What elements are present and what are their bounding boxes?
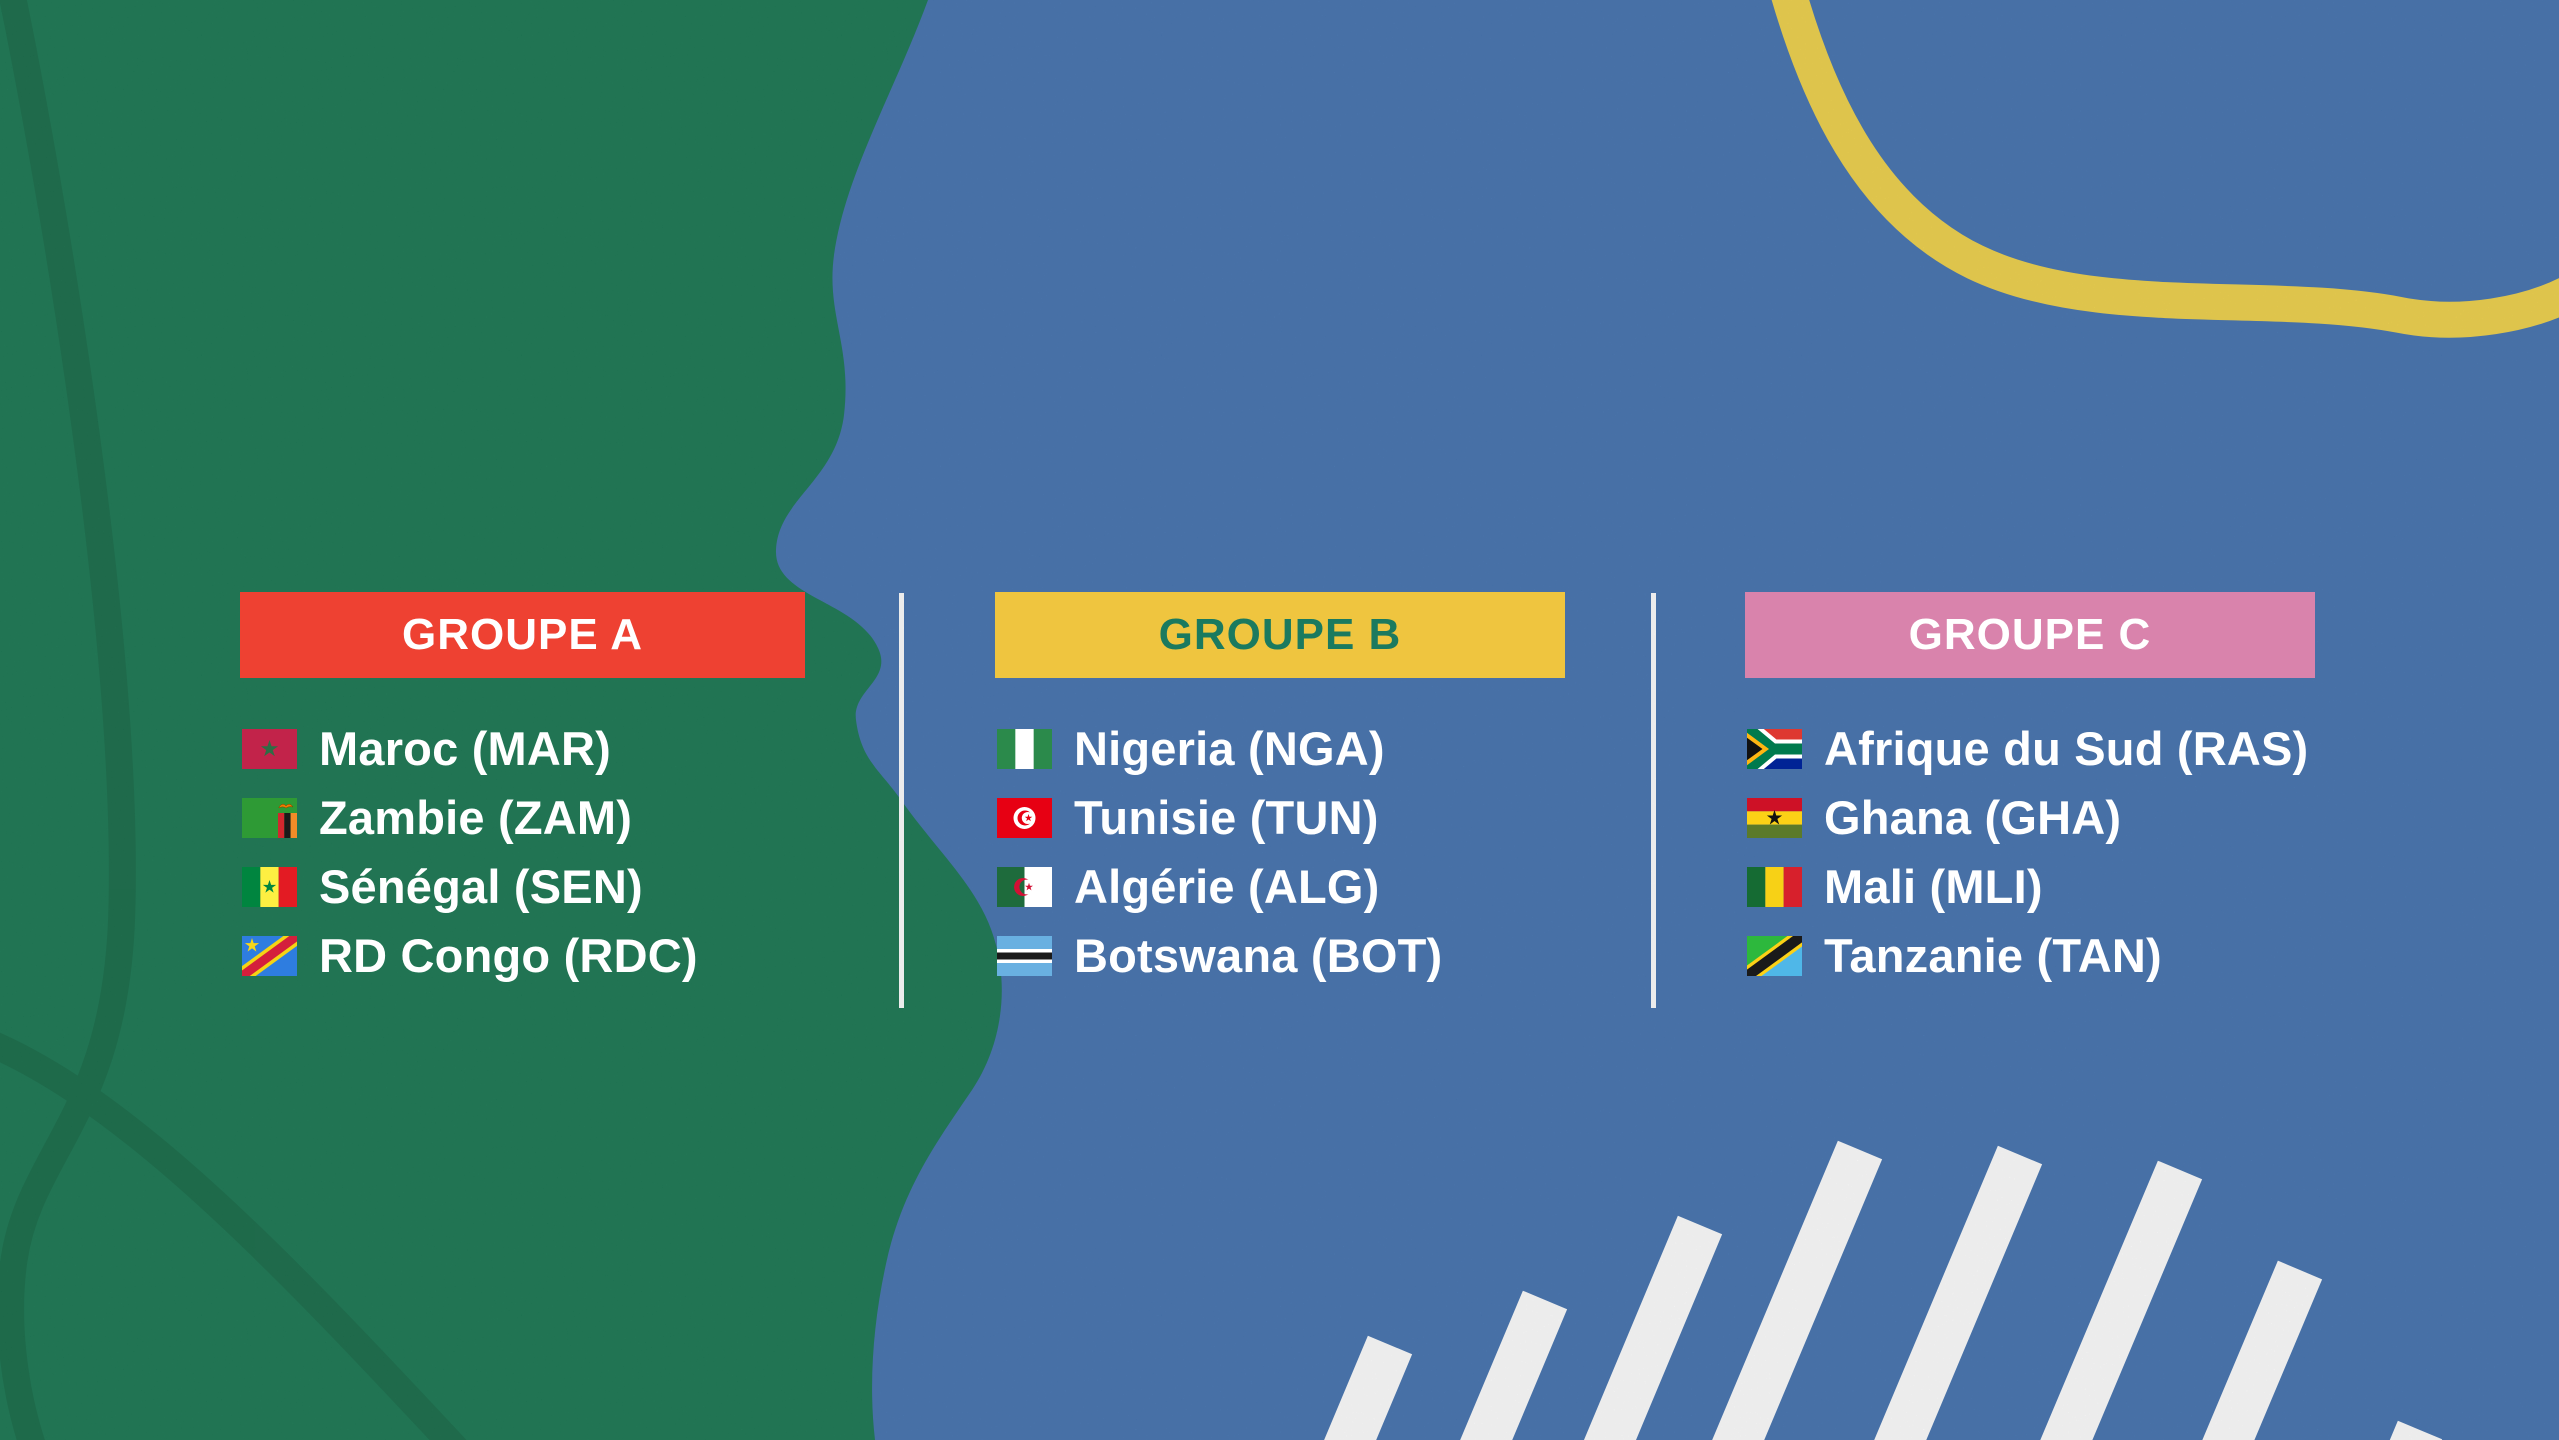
team-row: RD Congo (RDC) bbox=[240, 921, 805, 990]
team-name: Sénégal (SEN) bbox=[319, 860, 643, 913]
group-panel-a: GROUPE A Maroc (MAR) Zambie (ZAM) Sénéga… bbox=[240, 592, 805, 990]
group-c-header: GROUPE C bbox=[1745, 592, 2315, 678]
south-africa-flag-icon bbox=[1747, 729, 1802, 769]
team-name: Zambie (ZAM) bbox=[319, 791, 633, 844]
team-row: Afrique du Sud (RAS) bbox=[1745, 714, 2315, 783]
tunisia-flag-icon bbox=[997, 797, 1052, 838]
group-b-header-label: GROUPE B bbox=[1158, 610, 1402, 659]
botswana-flag-icon bbox=[997, 935, 1052, 976]
group-a-team-list: Maroc (MAR) Zambie (ZAM) Sénégal (SEN) R… bbox=[240, 714, 805, 990]
team-row: Tanzanie (TAN) bbox=[1745, 921, 2315, 990]
group-panel-c: GROUPE C Afrique du Sud (RAS) Ghana (GHA… bbox=[1745, 592, 2315, 990]
nigeria-flag-icon bbox=[997, 728, 1052, 769]
team-name: Ghana (GHA) bbox=[1824, 791, 2122, 844]
tanzania-flag-icon bbox=[1747, 936, 1802, 976]
zambia-flag-icon bbox=[242, 797, 297, 838]
team-name: Afrique du Sud (RAS) bbox=[1824, 722, 2309, 775]
senegal-flag-icon bbox=[242, 866, 297, 907]
team-row: Zambie (ZAM) bbox=[240, 783, 805, 852]
group-b-header: GROUPE B bbox=[995, 592, 1565, 678]
team-name: Maroc (MAR) bbox=[319, 722, 612, 775]
mali-flag-icon bbox=[1747, 866, 1802, 907]
team-row: Maroc (MAR) bbox=[240, 714, 805, 783]
morocco-flag-icon bbox=[242, 728, 297, 769]
group-c-header-label: GROUPE C bbox=[1908, 610, 2152, 659]
team-row: Sénégal (SEN) bbox=[240, 852, 805, 921]
team-name: Nigeria (NGA) bbox=[1074, 722, 1385, 775]
algeria-flag-icon bbox=[997, 867, 1052, 907]
team-row: Ghana (GHA) bbox=[1745, 783, 2315, 852]
team-row: Mali (MLI) bbox=[1745, 852, 2315, 921]
team-row: Nigeria (NGA) bbox=[995, 714, 1565, 783]
team-name: Algérie (ALG) bbox=[1074, 860, 1380, 913]
dr-congo-flag-icon bbox=[242, 936, 297, 976]
group-a-header: GROUPE A bbox=[240, 592, 805, 678]
team-row: Tunisie (TUN) bbox=[995, 783, 1565, 852]
group-c-team-list: Afrique du Sud (RAS) Ghana (GHA) Mali (M… bbox=[1745, 714, 2315, 990]
team-name: Botswana (BOT) bbox=[1074, 929, 1443, 982]
team-row: Botswana (BOT) bbox=[995, 921, 1565, 990]
team-name: Mali (MLI) bbox=[1824, 860, 2043, 913]
ghana-flag-icon bbox=[1747, 797, 1802, 838]
team-name: Tanzanie (TAN) bbox=[1824, 929, 2162, 982]
team-name: Tunisie (TUN) bbox=[1074, 791, 1379, 844]
team-name: RD Congo (RDC) bbox=[319, 929, 698, 982]
group-b-team-list: Nigeria (NGA) Tunisie (TUN) Algérie (ALG… bbox=[995, 714, 1565, 990]
group-panel-b: GROUPE B Nigeria (NGA) Tunisie (TUN) Alg… bbox=[995, 592, 1565, 990]
group-a-header-label: GROUPE A bbox=[401, 610, 644, 659]
team-row: Algérie (ALG) bbox=[995, 852, 1565, 921]
